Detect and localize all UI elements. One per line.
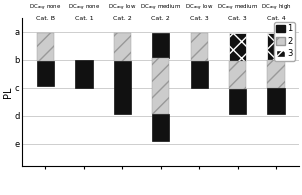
Bar: [114, 61, 131, 114]
Bar: [268, 60, 285, 88]
Bar: [229, 89, 246, 114]
Bar: [37, 33, 54, 61]
Text: Cat. 4: Cat. 4: [267, 16, 285, 21]
Bar: [268, 88, 285, 114]
Y-axis label: PL: PL: [3, 86, 13, 98]
Text: DC$_{avg}$ high: DC$_{avg}$ high: [261, 3, 291, 13]
Text: Cat. 2: Cat. 2: [113, 16, 132, 21]
Bar: [191, 61, 208, 88]
Bar: [229, 61, 246, 89]
Text: DC$_{avg}$ none: DC$_{avg}$ none: [29, 3, 62, 13]
Text: DC$_{avg}$ low: DC$_{avg}$ low: [108, 3, 137, 13]
Bar: [152, 114, 169, 141]
Text: Cat. 2: Cat. 2: [151, 16, 170, 21]
Bar: [114, 33, 131, 61]
Bar: [268, 33, 285, 60]
Text: Cat. 1: Cat. 1: [75, 16, 93, 21]
Bar: [75, 60, 92, 88]
Text: DC$_{avg}$ none: DC$_{avg}$ none: [68, 3, 100, 13]
Text: Cat. 3: Cat. 3: [228, 16, 247, 21]
Legend: 1, 2, 3: 1, 2, 3: [274, 22, 295, 61]
Text: Cat. B: Cat. B: [36, 16, 55, 21]
Text: Cat. 3: Cat. 3: [190, 16, 209, 21]
Bar: [152, 33, 169, 58]
Text: DC$_{avg}$ medium: DC$_{avg}$ medium: [140, 3, 182, 13]
Bar: [37, 61, 54, 86]
Bar: [152, 58, 169, 114]
Bar: [191, 33, 208, 61]
Text: DC$_{avg}$ low: DC$_{avg}$ low: [185, 3, 213, 13]
Text: DC$_{avg}$ medium: DC$_{avg}$ medium: [217, 3, 258, 13]
Bar: [229, 33, 246, 61]
